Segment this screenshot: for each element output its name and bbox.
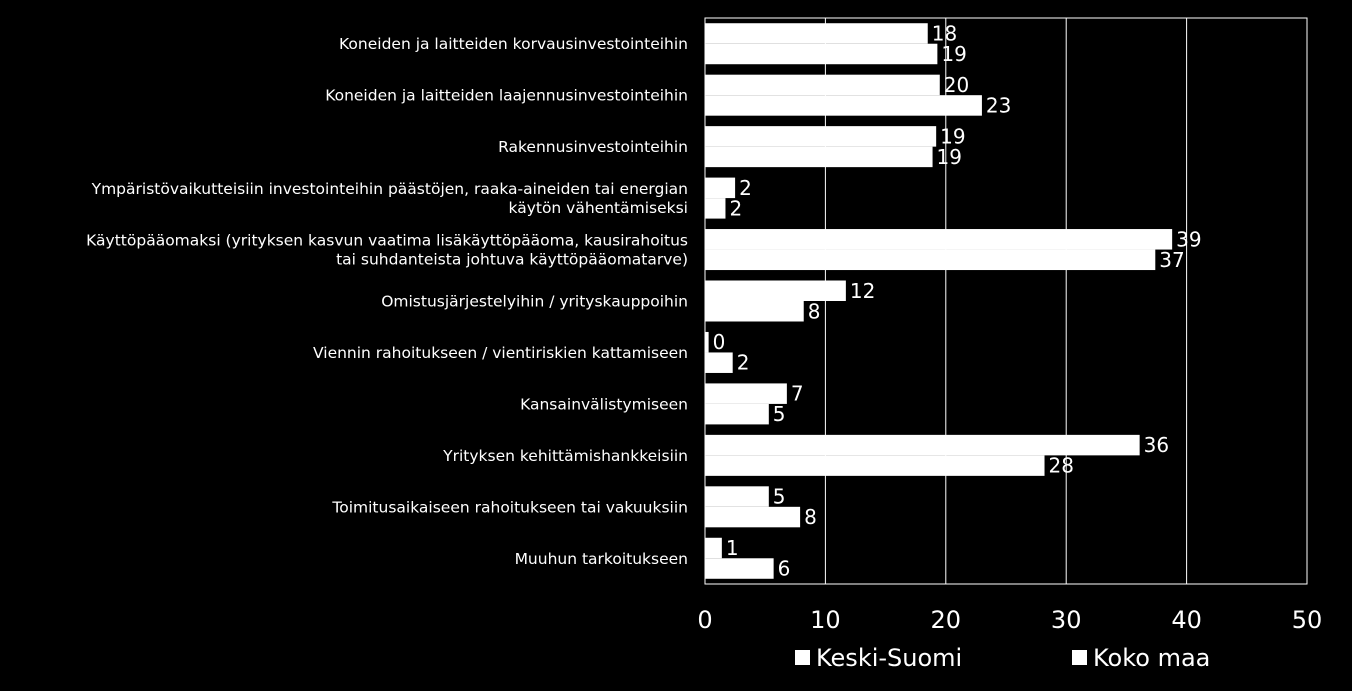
bar-koko-maa	[705, 403, 769, 425]
data-label: 18	[932, 21, 957, 45]
category-label: Kansainvälistymiseen	[520, 395, 688, 413]
legend-label: Keski-Suomi	[816, 644, 962, 672]
data-label: 7	[791, 382, 804, 406]
bar-koko-maa	[705, 43, 938, 65]
legend-swatch	[1072, 650, 1087, 665]
bar-koko-maa	[705, 249, 1156, 271]
category-label: Käyttöpääomaksi (yrityksen kasvun vaatim…	[86, 232, 688, 269]
bar-keski-suomi	[705, 126, 937, 147]
x-tick-label: 0	[697, 606, 712, 634]
data-label: 2	[739, 176, 752, 200]
x-tick-label: 40	[1171, 606, 1202, 634]
bar-koko-maa	[705, 146, 933, 168]
bar-koko-maa	[705, 455, 1045, 476]
category-label: Koneiden ja laitteiden laajennusinvestoi…	[325, 87, 688, 105]
category-label: Yrityksen kehittämishankkeisiin	[442, 447, 688, 465]
data-label: 0	[713, 330, 726, 354]
data-label: 2	[729, 196, 742, 220]
bar-keski-suomi	[705, 74, 940, 96]
bar-keski-suomi	[705, 383, 787, 404]
data-label: 19	[937, 145, 962, 169]
data-label: 8	[808, 299, 821, 323]
data-label: 6	[778, 557, 791, 581]
legend-swatch	[795, 650, 810, 665]
data-label: 37	[1159, 248, 1184, 272]
bar-koko-maa	[705, 198, 726, 219]
bar-keski-suomi	[705, 537, 722, 559]
bar-keski-suomi	[705, 177, 736, 199]
data-label: 36	[1144, 433, 1169, 457]
data-label: 5	[773, 402, 786, 426]
category-label: Muuhun tarkoitukseen	[515, 550, 688, 568]
bar-keski-suomi	[705, 434, 1140, 456]
x-tick-label: 50	[1292, 606, 1323, 634]
data-label: 28	[1049, 454, 1074, 478]
data-label: 20	[944, 73, 969, 97]
x-tick-label: 10	[810, 606, 841, 634]
data-label: 2	[737, 351, 750, 375]
bar-keski-suomi	[705, 229, 1173, 250]
category-label: Koneiden ja laitteiden korvausinvestoint…	[339, 35, 688, 53]
category-label: Viennin rahoitukseen / vientiriskien kat…	[313, 344, 688, 362]
data-label: 8	[804, 505, 817, 529]
bar-koko-maa	[705, 558, 774, 579]
data-label: 23	[986, 93, 1011, 117]
data-label: 19	[941, 42, 966, 66]
data-label: 19	[940, 124, 965, 148]
x-axis-ticks: 0 10 20 30 40 50	[697, 606, 1322, 634]
bar-koko-maa	[705, 352, 733, 373]
category-label: Rakennusinvestointeihin	[498, 138, 688, 156]
category-labels: Koneiden ja laitteiden korvausinvestoint…	[86, 35, 688, 568]
category-label: Omistusjärjestelyihin / yrityskauppoihin	[381, 293, 688, 311]
category-label: Toimitusaikaiseen rahoitukseen tai vakuu…	[331, 498, 688, 516]
data-label: 12	[850, 279, 875, 303]
bar-keski-suomi	[705, 23, 928, 44]
x-tick-label: 20	[931, 606, 962, 634]
bar-koko-maa	[705, 301, 804, 322]
bar-keski-suomi	[705, 280, 846, 301]
bars	[705, 23, 1173, 579]
bar-keski-suomi	[705, 486, 769, 507]
category-label: Ympäristövaikutteisiin investointeihin p…	[91, 180, 688, 217]
bar-keski-suomi	[705, 331, 709, 353]
bar-koko-maa	[705, 506, 801, 528]
bar-koko-maa	[705, 95, 982, 116]
data-label: 1	[726, 536, 739, 560]
legend: Keski-Suomi Koko maa	[795, 644, 1210, 672]
x-tick-label: 30	[1051, 606, 1082, 634]
legend-label: Koko maa	[1093, 644, 1210, 672]
data-label: 39	[1176, 227, 1201, 251]
data-label: 5	[773, 485, 786, 509]
